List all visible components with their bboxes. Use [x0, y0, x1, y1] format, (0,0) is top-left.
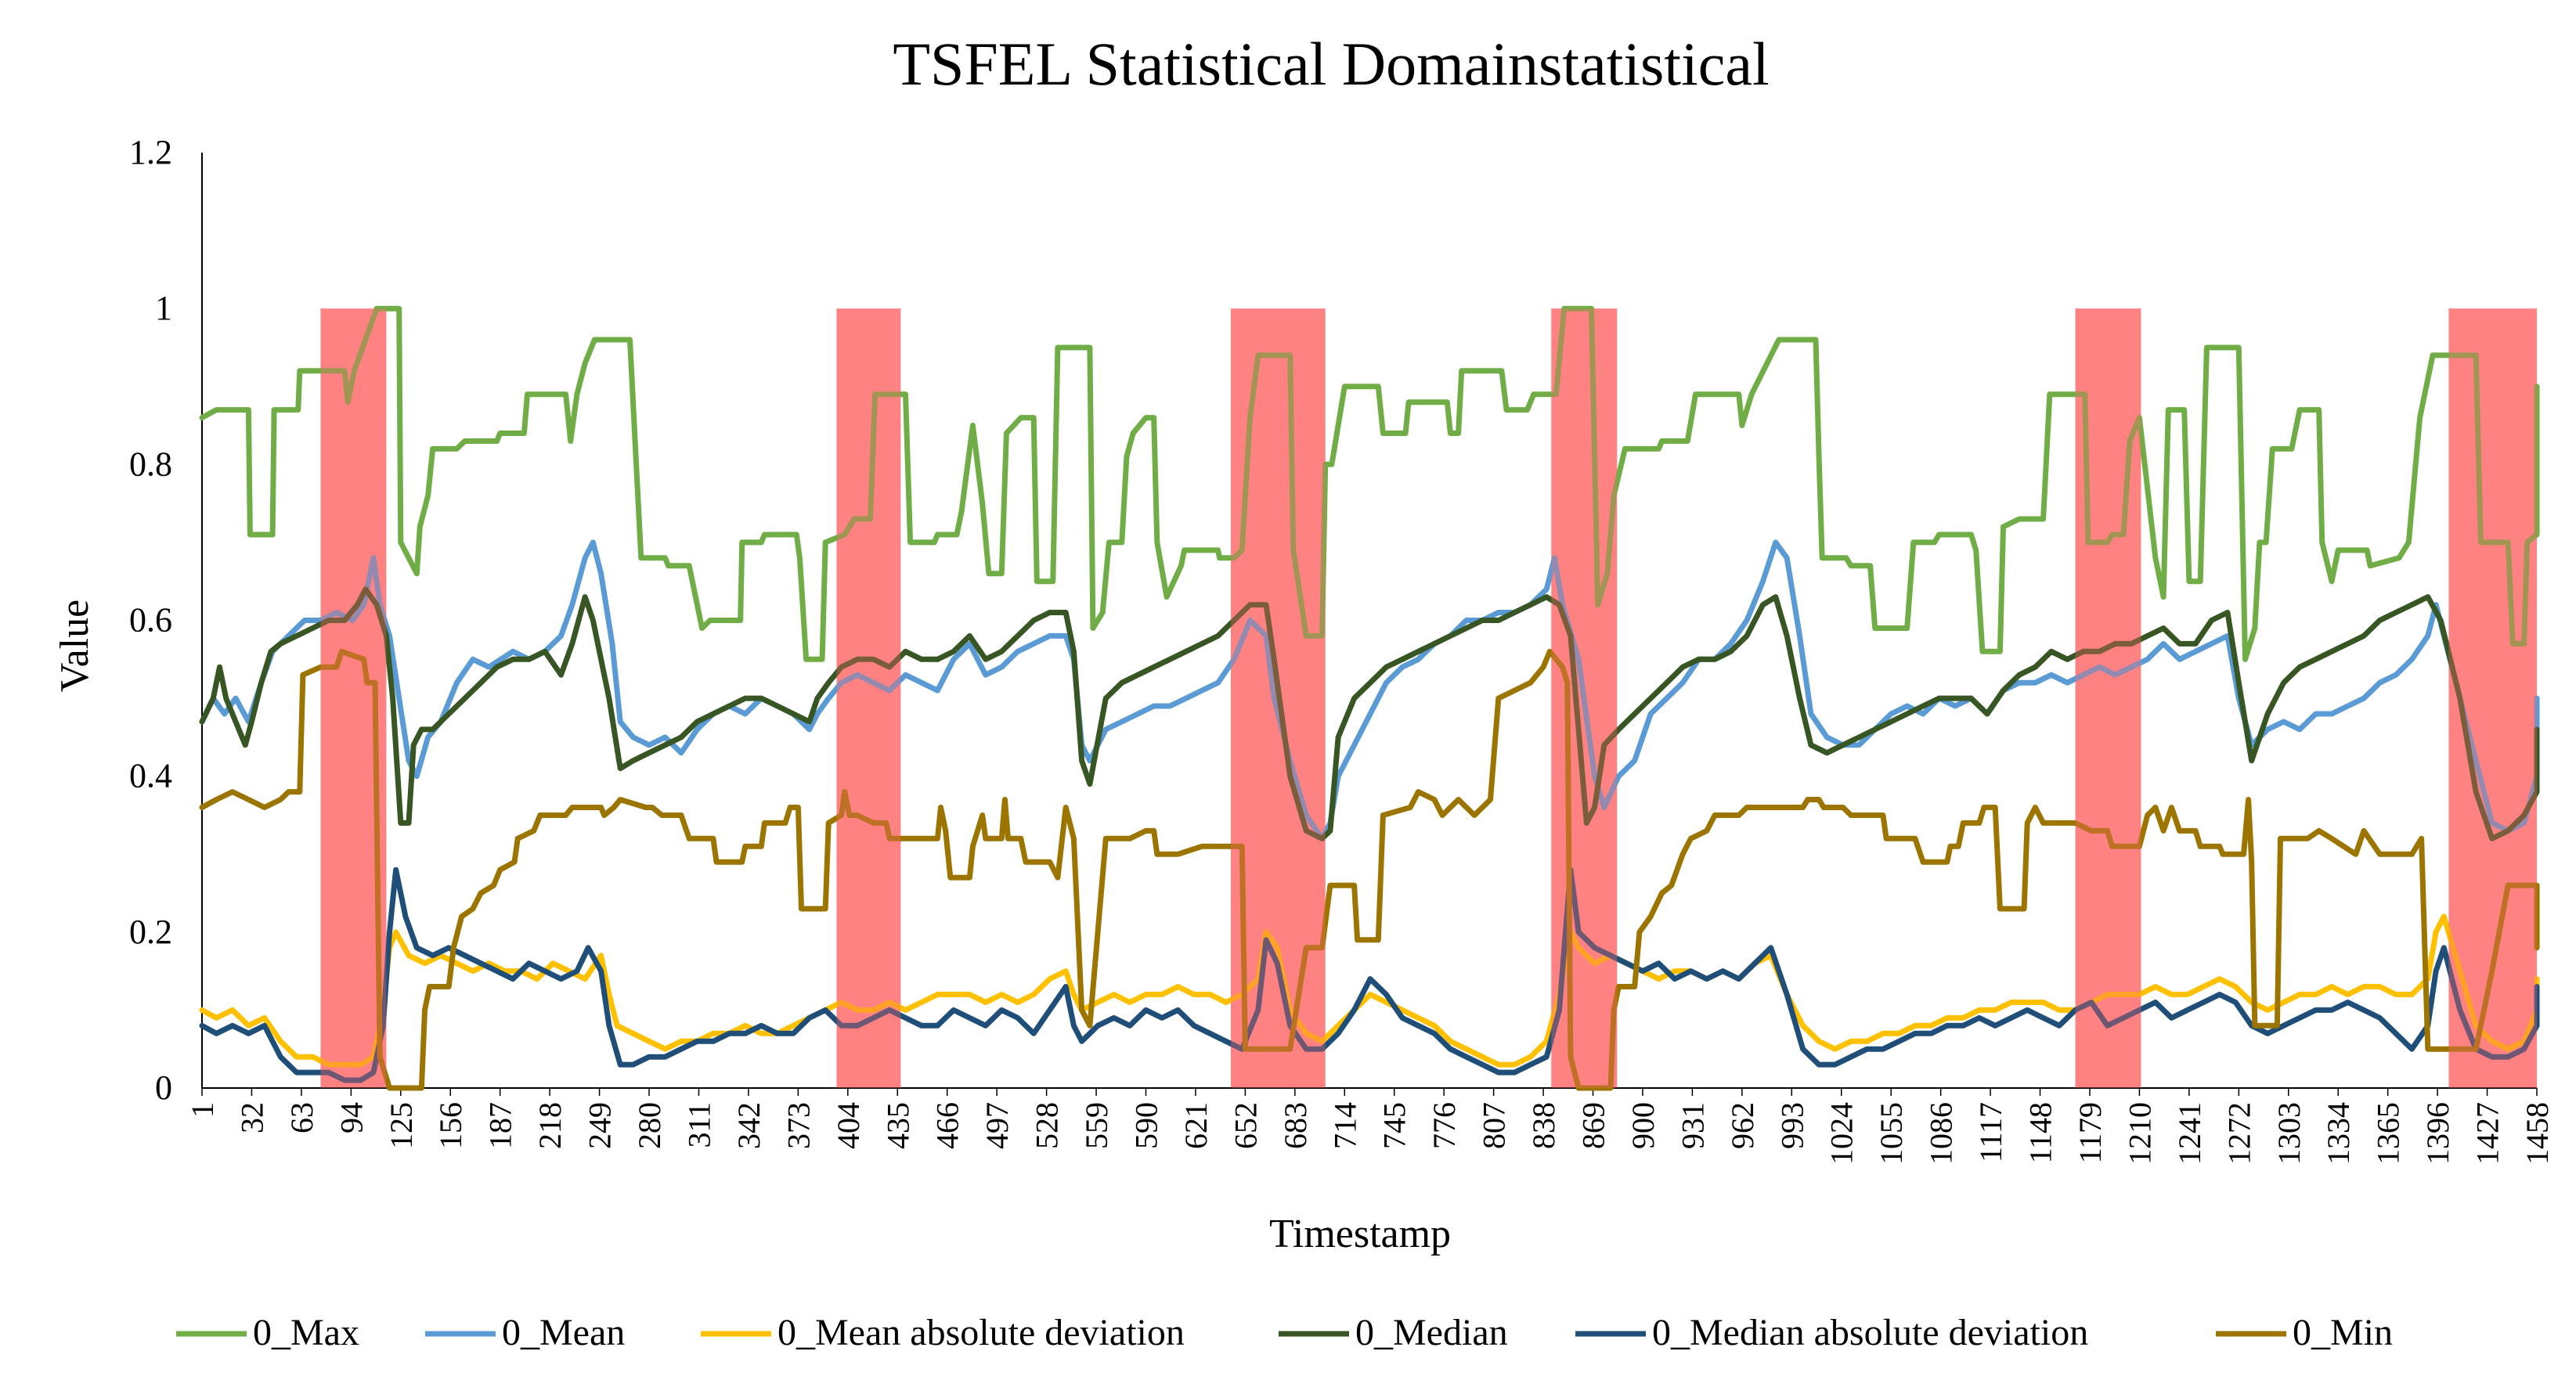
x-tick-label: 807 [1477, 1102, 1512, 1149]
series-lines [199, 305, 2540, 1091]
y-axis-ticks: 0 0.2 0.4 0.6 0.8 1 1.2 [129, 133, 172, 1107]
x-tick-label: 32 [234, 1102, 269, 1133]
y-tick-label: 0.6 [129, 601, 172, 640]
x-tick-label: 714 [1327, 1102, 1362, 1149]
x-tick-label: 528 [1030, 1102, 1065, 1149]
x-axis-title: Timestamp [1269, 1212, 1451, 1256]
x-tick-label: 125 [384, 1102, 419, 1149]
legend-label: 0_Min [2293, 1312, 2393, 1353]
anomaly-band-overlay [2075, 308, 2141, 1089]
series-line [199, 586, 2540, 841]
x-tick-label: 745 [1377, 1102, 1412, 1149]
x-tick-label: 1117 [1973, 1102, 2008, 1162]
x-tick-label: 342 [731, 1102, 767, 1149]
x-tick-label: 1272 [2221, 1102, 2257, 1165]
x-tick-label: 1 [185, 1102, 220, 1118]
y-tick-label: 0.8 [129, 445, 172, 483]
series-line [199, 648, 2540, 1091]
anomaly-band-overlay [320, 308, 2537, 1089]
x-tick-label: 435 [880, 1102, 915, 1149]
legend-label: 0_Mean absolute deviation [777, 1312, 1185, 1353]
x-tick-label: 776 [1427, 1102, 1462, 1149]
x-tick-label: 1024 [1824, 1102, 1860, 1165]
x-tick-label: 1179 [2073, 1102, 2108, 1164]
legend: 0_Max 0_Mean 0_Mean absolute deviation 0_Me… [176, 1312, 2393, 1353]
anomaly-band [836, 308, 901, 1089]
x-tick-label: 900 [1625, 1102, 1661, 1149]
x-tick-label: 931 [1675, 1102, 1710, 1149]
legend-label: 0_Max [253, 1312, 359, 1353]
x-tick-label: 280 [632, 1102, 667, 1149]
x-tick-label: 218 [532, 1102, 568, 1149]
anomaly-band-overlay [836, 308, 901, 1089]
legend-label: 0_Median absolute deviation [1652, 1312, 2088, 1353]
x-tick-label: 94 [334, 1102, 369, 1133]
anomaly-band-overlay [1230, 308, 1326, 1089]
legend-label: 0_Mean [502, 1312, 625, 1353]
anomaly-band-overlay [1551, 308, 1618, 1089]
x-tick-label: 869 [1576, 1102, 1611, 1149]
y-axis-title: Value [52, 600, 97, 692]
x-tick-label: 962 [1725, 1102, 1760, 1149]
x-tick-label: 993 [1774, 1102, 1809, 1149]
anomaly-band-overlay [320, 308, 387, 1089]
x-tick-label: 1303 [2271, 1102, 2307, 1165]
x-axis-ticks: 1 32 63 94 125 156 187 218 249 280 311 342 373 404 435… [185, 1088, 2555, 1165]
x-tick-label: 590 [1128, 1102, 1164, 1149]
y-tick-label: 1 [155, 289, 172, 327]
x-tick-label: 311 [681, 1102, 716, 1148]
x-tick-label: 1055 [1874, 1102, 1909, 1165]
y-tick-label: 1.2 [129, 133, 172, 171]
x-tick-label: 187 [483, 1102, 518, 1149]
x-tick-label: 652 [1228, 1102, 1263, 1149]
x-tick-label: 63 [284, 1102, 319, 1133]
x-tick-label: 1427 [2470, 1102, 2506, 1165]
series-line [199, 867, 2540, 1083]
x-tick-label: 373 [781, 1102, 816, 1149]
x-tick-label: 621 [1178, 1102, 1214, 1149]
x-tick-label: 156 [433, 1102, 468, 1149]
x-tick-label: 1334 [2321, 1102, 2356, 1165]
x-tick-label: 683 [1278, 1102, 1313, 1149]
chart-title: TSFEL Statistical Domainstatistical [893, 30, 1769, 98]
x-tick-label: 404 [831, 1102, 866, 1149]
x-tick-label: 1396 [2420, 1102, 2455, 1165]
y-tick-label: 0.2 [129, 913, 172, 951]
x-tick-label: 497 [980, 1102, 1015, 1149]
x-tick-label: 1458 [2520, 1102, 2555, 1165]
x-tick-label: 249 [583, 1102, 618, 1149]
axes [201, 153, 2537, 1089]
x-tick-label: 1210 [2122, 1102, 2157, 1165]
legend-label: 0_Median [1355, 1312, 1508, 1353]
x-tick-label: 1148 [2023, 1102, 2058, 1164]
series-line [199, 305, 2540, 662]
anomaly-band-overlay [2448, 308, 2537, 1089]
x-tick-label: 1241 [2172, 1102, 2207, 1165]
x-tick-label: 466 [930, 1102, 965, 1149]
x-tick-label: 1365 [2371, 1102, 2406, 1165]
x-tick-label: 1086 [1924, 1102, 1959, 1165]
x-tick-label: 559 [1079, 1102, 1114, 1149]
x-tick-label: 838 [1526, 1102, 1561, 1149]
y-tick-label: 0.4 [129, 757, 172, 795]
y-tick-label: 0 [155, 1068, 172, 1107]
